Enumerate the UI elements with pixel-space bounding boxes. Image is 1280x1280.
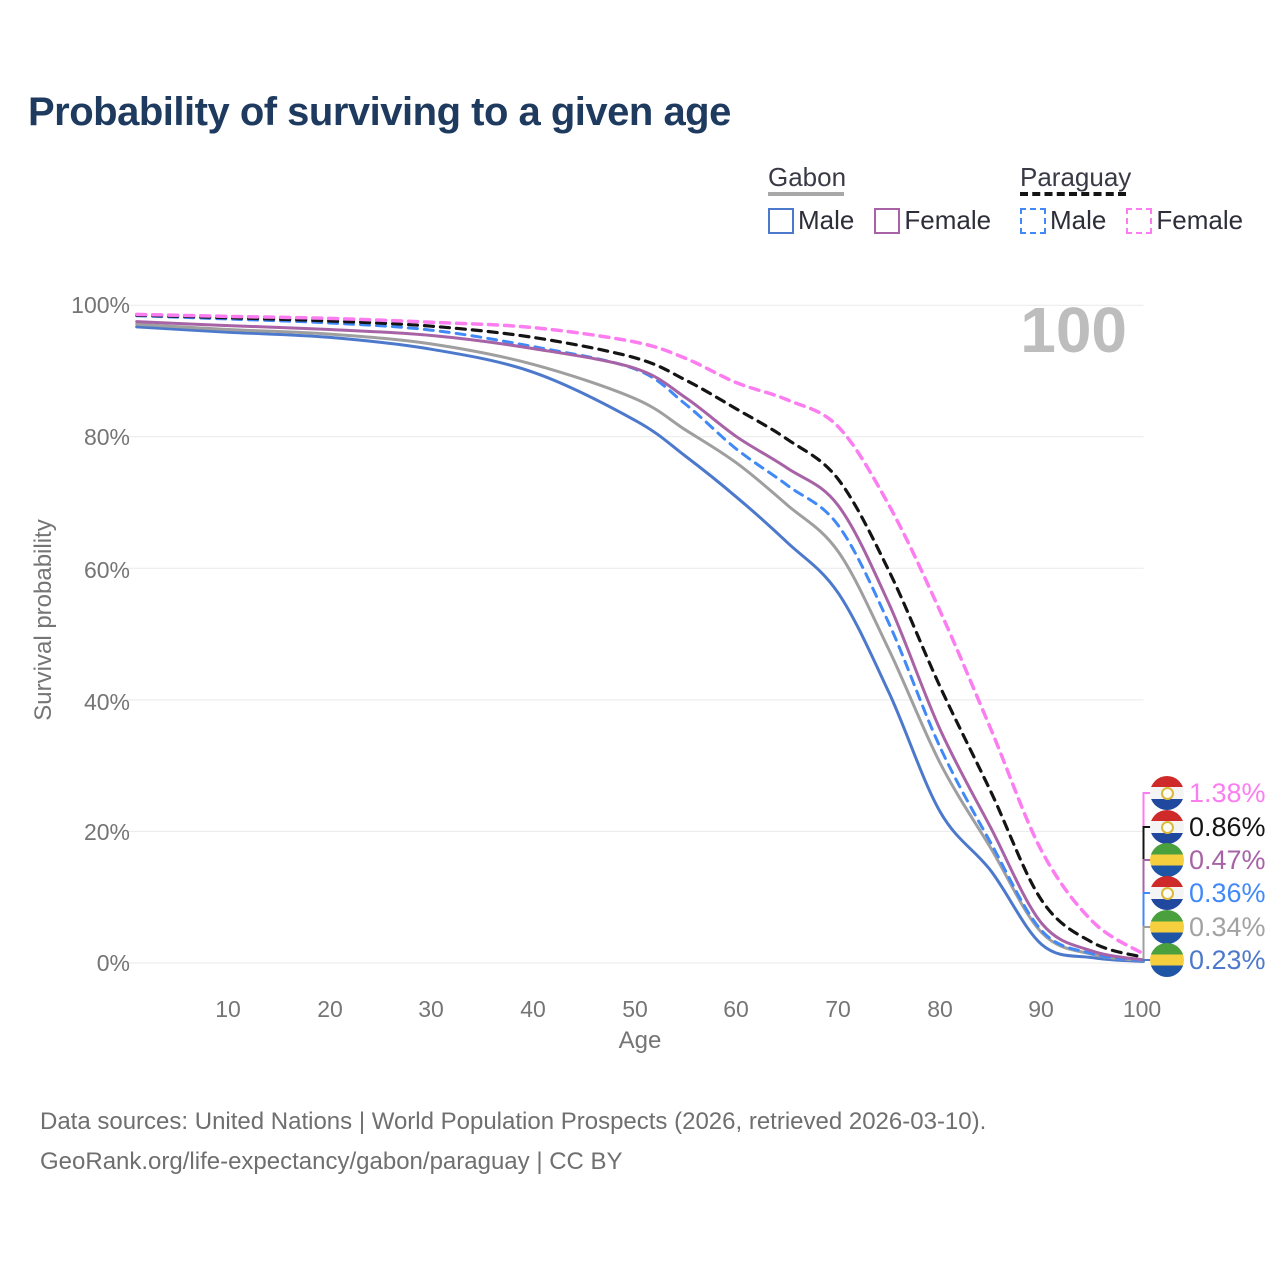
end-label-gabon-female: 0.47% <box>1150 843 1266 877</box>
flag-emblem <box>1161 887 1174 900</box>
paraguay-flag-icon <box>1150 776 1184 810</box>
series-line-paraguay <box>135 313 1146 959</box>
age-watermark: 100 <box>1020 294 1127 366</box>
x-axis-title: Age <box>618 1027 662 1054</box>
end-label-paraguay-male: 0.36% <box>1150 876 1266 910</box>
legend-item-paraguay-female[interactable]: Female <box>1126 205 1243 236</box>
series-line-gabon-male <box>135 325 1145 963</box>
legend-group-paraguay-label: Paraguay <box>1020 162 1132 192</box>
data-sources-line: Data sources: United Nations | World Pop… <box>40 1108 987 1135</box>
end-label-paraguay-total: 0.86% <box>1150 810 1266 844</box>
y-tick-100: 100% <box>71 292 130 318</box>
paraguay-female-checkbox[interactable] <box>1126 207 1153 234</box>
attribution-line: GeoRank.org/life-expectancy/gabon/paragu… <box>40 1148 623 1175</box>
end-label-gabon-male: 0.23% <box>1150 943 1266 977</box>
legend-item-label: Female <box>904 205 992 235</box>
y-tick-0: 0% <box>96 950 130 976</box>
legend-item-gabon-female[interactable]: Female <box>874 205 991 236</box>
end-label-paraguay-female: 1.38% <box>1150 776 1266 810</box>
end-value: 0.86% <box>1189 811 1266 842</box>
x-tick-40: 40 <box>520 996 546 1022</box>
legend-gabon-line-sample <box>768 192 844 196</box>
x-tick-100: 100 <box>1122 996 1162 1022</box>
page-title: Probability of surviving to a given age <box>28 90 731 134</box>
gabon-female-checkbox[interactable] <box>874 207 901 234</box>
y-tick-80: 80% <box>83 424 130 450</box>
gabon-flag-icon <box>1150 943 1184 977</box>
x-tick-80: 80 <box>927 996 953 1022</box>
end-value: 0.34% <box>1189 911 1266 942</box>
series-line-paraguay-female <box>134 312 1146 956</box>
gabon-male-checkbox[interactable] <box>768 207 794 234</box>
x-tick-50: 50 <box>622 996 648 1022</box>
paraguay-flag-icon <box>1150 876 1184 910</box>
legend-group-gabon-label: Gabon <box>768 162 847 192</box>
x-tick-20: 20 <box>317 996 343 1022</box>
legend-item-label: Female <box>1156 205 1244 235</box>
end-label-gabon-total: 0.34% <box>1150 910 1266 944</box>
gabon-flag-icon <box>1150 843 1184 877</box>
y-tick-40: 40% <box>83 689 130 715</box>
legend-item-label: Male <box>1050 205 1107 235</box>
x-tick-30: 30 <box>418 996 444 1022</box>
end-value: 1.38% <box>1189 777 1266 808</box>
paraguay-male-checkbox[interactable] <box>1020 207 1046 234</box>
y-tick-60: 60% <box>83 557 130 583</box>
legend-item-label: Male <box>798 205 855 235</box>
series-line-paraguay-male <box>135 314 1145 963</box>
flag-emblem <box>1161 787 1174 800</box>
y-axis-title: Survival probability <box>30 519 57 721</box>
gabon-flag-icon <box>1150 910 1184 944</box>
end-value: 0.47% <box>1189 844 1266 875</box>
x-tick-60: 60 <box>723 996 749 1022</box>
x-tick-70: 70 <box>825 996 851 1022</box>
y-tick-20: 20% <box>83 819 130 845</box>
series-line-gabon-female <box>135 320 1145 962</box>
flag-emblem <box>1161 821 1174 834</box>
paraguay-flag-icon <box>1150 810 1184 844</box>
x-tick-90: 90 <box>1028 996 1054 1022</box>
end-value: 0.23% <box>1189 944 1266 975</box>
legend-item-gabon-male[interactable]: Male <box>768 205 854 236</box>
legend-paraguay-line-sample <box>1020 192 1126 196</box>
x-tick-10: 10 <box>215 996 241 1022</box>
legend-item-paraguay-male[interactable]: Male <box>1020 205 1106 236</box>
end-value: 0.36% <box>1189 877 1266 908</box>
series-line-gabon <box>135 322 1145 963</box>
